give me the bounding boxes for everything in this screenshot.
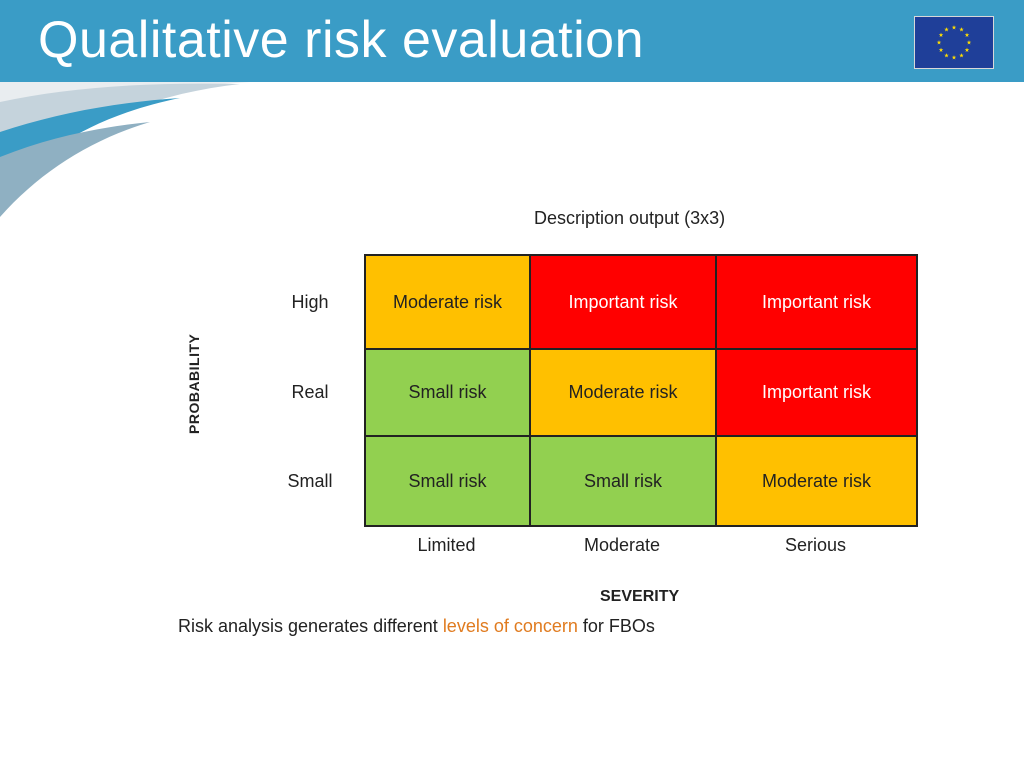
risk-matrix: Moderate risk Important risk Important r… [364,254,918,527]
row-label-real: Real [291,382,329,402]
eu-flag-icon [914,16,994,69]
eu-star-icon [938,32,944,37]
col-label-limited: Limited [417,535,476,555]
risk-cell-real-moderate: Moderate risk [529,348,717,437]
risk-cell-high-moderate: Important risk [529,254,717,350]
eu-star-icon [951,25,957,30]
col-label-moderate: Moderate [583,535,661,555]
eu-star-icon [964,32,970,37]
footnote: Risk analysis generates different levels… [178,616,655,637]
risk-cell-real-limited: Small risk [364,348,531,437]
eu-star-icon [936,40,942,45]
matrix-caption: Description output (3x3) [534,208,726,228]
risk-cell-small-limited: Small risk [364,435,531,527]
risk-cell-small-serious: Moderate risk [715,435,918,527]
row-label-small: Small [287,471,333,491]
eu-star-icon [964,47,970,52]
footnote-highlight: levels of concern [442,616,578,636]
slide-header [0,0,1024,82]
footnote-text-start: Risk analysis generates different [178,616,443,636]
risk-cell-high-serious: Important risk [715,254,918,350]
probability-axis-label: PROBABILITY [186,333,202,434]
row-label-high: High [291,292,329,312]
eu-star-icon [938,47,944,52]
col-label-serious: Serious [784,535,847,555]
eu-star-icon [944,53,949,58]
eu-star-icon [959,27,964,32]
eu-star-icon [959,53,964,58]
severity-axis-label: SEVERITY [600,588,680,605]
slide-title: Qualitative risk evaluation [38,11,645,69]
eu-star-icon [966,40,972,45]
risk-cell-real-serious: Important risk [715,348,918,437]
footnote-text-end: for FBOs [577,616,655,636]
eu-star-icon [944,27,949,32]
risk-cell-high-limited: Moderate risk [364,254,531,350]
decorative-swoosh [0,82,250,217]
risk-cell-small-moderate: Small risk [529,435,717,527]
eu-star-icon [951,55,957,60]
